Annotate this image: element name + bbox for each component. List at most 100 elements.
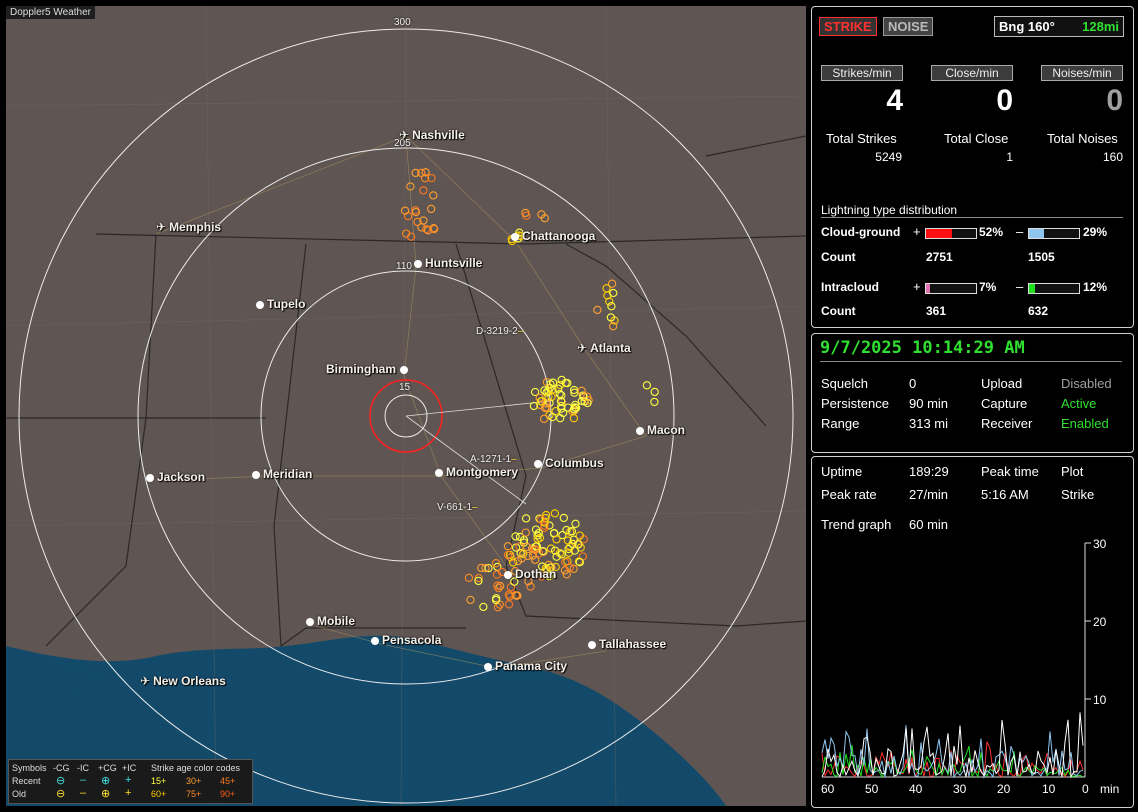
strike-marker <box>534 528 543 538</box>
close-per-min-value: 0 <box>996 84 1013 117</box>
strike-marker <box>540 523 549 533</box>
distribution-title: Lightning type distribution <box>821 203 1123 218</box>
strike-marker <box>491 559 501 568</box>
total-close-label: Total Close <box>944 131 1009 146</box>
strike-marker <box>491 595 501 605</box>
strike-marker <box>400 206 410 215</box>
map-canvas <box>6 6 806 806</box>
strikes-per-min-header[interactable]: Strikes/min <box>821 65 903 81</box>
strike-marker <box>419 216 428 225</box>
strike-marker <box>517 554 526 563</box>
upload-value[interactable]: Disabled <box>1061 376 1112 391</box>
cg-pos-percent: 52% <box>979 225 1004 239</box>
strike-marker <box>569 405 579 414</box>
range-value: 313 mi <box>909 416 949 431</box>
total-noises-value: 160 <box>1102 150 1123 164</box>
strike-markers <box>400 168 659 612</box>
strike-marker <box>528 551 538 560</box>
persistence-value: 90 min <box>909 396 949 411</box>
close-per-min-header[interactable]: Close/min <box>931 65 1013 81</box>
strike-marker <box>429 191 438 200</box>
storm-tag[interactable]: V-661-1– <box>437 502 478 513</box>
datetime-display: 9/7/2025 10:14:29 AM <box>820 338 1122 362</box>
strike-marker <box>536 397 546 406</box>
city-dot-icon <box>306 618 314 626</box>
strike-marker <box>574 540 583 549</box>
ic-neg-sign: – <box>1016 279 1024 294</box>
intracloud-label: Intracloud <box>821 280 880 294</box>
strike-marker <box>411 207 421 217</box>
strike-marker <box>602 284 611 293</box>
strike-marker <box>559 513 568 523</box>
storm-tag[interactable]: A-1271-1– <box>470 454 517 465</box>
neg-cg-recent-icon: ⊖ <box>56 775 66 787</box>
cg-pos-count: 2751 <box>926 250 953 264</box>
strike-marker <box>550 509 560 518</box>
x-tick: 30 <box>953 782 967 796</box>
age-75: 75+ <box>186 789 202 799</box>
strike-marker <box>542 399 551 408</box>
city-macon: Macon <box>636 423 685 437</box>
x-tick: 10 <box>1042 782 1056 796</box>
capture-value[interactable]: Active <box>1061 396 1097 411</box>
strike-marker <box>570 546 579 555</box>
cg-neg-bar <box>1028 228 1080 239</box>
neg-cg-old-icon: ⊖ <box>56 788 66 800</box>
storm-tag[interactable]: D-3219-2– <box>476 326 524 337</box>
airport-icon: ✈ <box>140 674 151 688</box>
city-new-orleans: ✈ New Orleans <box>140 674 226 688</box>
ring-label-15: 15 <box>399 382 411 393</box>
strike-marker <box>493 581 502 590</box>
strike-marker <box>571 519 580 528</box>
strike-marker <box>593 305 602 315</box>
pos-ic-old-icon: + <box>125 787 132 799</box>
strike-marker <box>569 535 578 544</box>
strike-marker <box>504 600 514 609</box>
age-90: 90+ <box>220 789 236 799</box>
ring-label-110: 110 <box>396 261 412 272</box>
strike-marker <box>413 217 422 227</box>
airport-icon: ✈ <box>156 220 167 234</box>
total-strikes-value: 5249 <box>875 150 902 164</box>
receiver-value[interactable]: Enabled <box>1061 416 1109 431</box>
age-30: 30+ <box>186 776 202 786</box>
strike-marker <box>583 398 592 408</box>
strike-marker <box>510 577 519 586</box>
ic-neg-percent: 12% <box>1083 280 1108 294</box>
strike-marker <box>522 211 531 220</box>
plot-value[interactable]: Strike <box>1061 487 1095 502</box>
strike-marker <box>511 532 520 541</box>
strike-marker <box>577 386 586 395</box>
settings-panel: 9/7/2025 10:14:29 AM Squelch 0 Upload Di… <box>811 333 1134 453</box>
city-dot-icon <box>504 571 512 579</box>
city-dot-icon <box>252 471 260 479</box>
legend-col: +CG <box>98 763 117 773</box>
strike-marker <box>419 186 428 195</box>
strike-marker <box>554 384 563 393</box>
trend-value[interactable]: 60 min <box>909 517 949 532</box>
noises-per-min-header[interactable]: Noises/min <box>1041 65 1123 81</box>
range-label: Range <box>821 416 860 431</box>
strike-marker <box>423 226 433 235</box>
strike-marker <box>531 555 540 565</box>
lightning-map[interactable]: Doppler5 Weather 300 205 110 15 ✈ Nashvil… <box>6 6 806 806</box>
strike-marker <box>545 398 554 408</box>
strike-button[interactable]: STRIKE <box>819 17 877 36</box>
cg-neg-percent: 29% <box>1083 225 1108 239</box>
strike-marker <box>496 581 505 591</box>
city-tallahassee: Tallahassee <box>588 637 666 651</box>
city-pensacola: Pensacola <box>371 633 441 647</box>
strike-marker <box>524 577 533 586</box>
strike-marker <box>537 572 546 581</box>
city-memphis: ✈ Memphis <box>156 220 222 234</box>
strike-status-panel: STRIKE NOISE Bng 160° 128mi Strikes/min … <box>811 6 1134 328</box>
noise-button[interactable]: NOISE <box>883 17 934 36</box>
pos-ic-recent-icon: + <box>125 774 132 786</box>
age-60: 60+ <box>151 789 167 799</box>
strike-marker <box>575 531 584 540</box>
strike-marker <box>605 297 614 306</box>
y-tick: 10 <box>1093 693 1107 707</box>
strike-marker <box>546 544 556 553</box>
city-nashville: ✈ Nashville <box>399 128 465 142</box>
strike-marker <box>505 592 514 601</box>
